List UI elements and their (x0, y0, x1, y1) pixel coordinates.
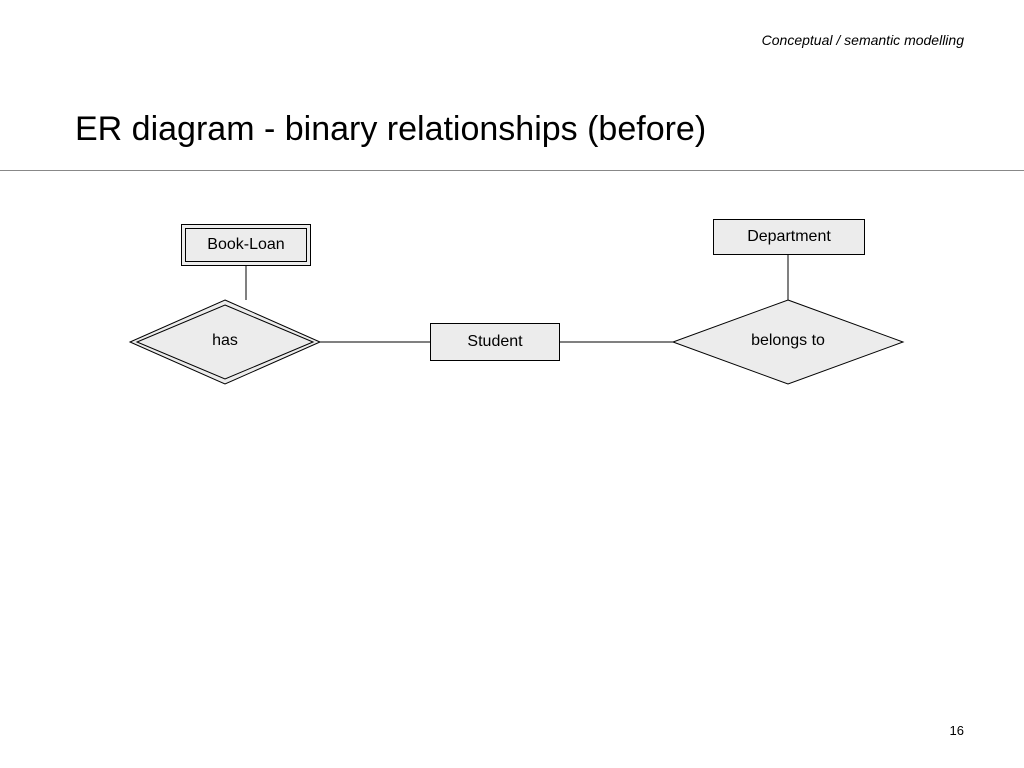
entity-department: Department (713, 219, 865, 255)
entity-student: Student (430, 323, 560, 361)
entity-department-label: Department (747, 228, 831, 246)
relationship-belongs_to (673, 300, 903, 384)
entity-student-label: Student (467, 333, 522, 351)
er-diagram-svg (0, 0, 1024, 768)
entity-book-loan-label: Book-Loan (207, 236, 284, 254)
entity-book-loan: Book-Loan (181, 224, 311, 266)
